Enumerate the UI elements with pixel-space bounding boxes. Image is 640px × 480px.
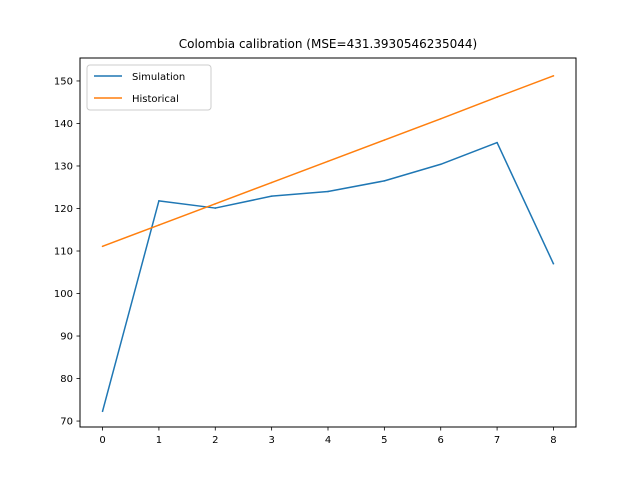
series-point-simulation: [439, 163, 442, 166]
series-point-simulation: [214, 207, 217, 209]
legend-label-simulation: Simulation: [132, 72, 185, 83]
x-tick-label: 7: [494, 435, 500, 446]
series-point-simulation: [496, 141, 498, 144]
series-point-simulation: [383, 180, 386, 182]
series-point-historical: [214, 203, 217, 205]
series-point-simulation: [101, 410, 104, 413]
x-tick-label: 0: [99, 435, 105, 446]
y-tick-label: 140: [54, 119, 73, 130]
x-tick-label: 4: [325, 435, 331, 446]
x-tick-label: 3: [268, 435, 274, 446]
y-tick-label: 80: [60, 374, 73, 385]
y-tick-label: 110: [54, 247, 73, 258]
series-point-historical: [270, 181, 273, 184]
y-tick-label: 130: [54, 161, 73, 172]
chart-title: Colombia calibration (MSE=431.3930546235…: [179, 37, 477, 51]
series-point-historical: [439, 117, 442, 120]
x-tick-label: 2: [212, 435, 218, 446]
series-point-simulation: [270, 195, 273, 197]
series-point-simulation: [552, 262, 555, 265]
series-point-historical: [158, 224, 160, 226]
x-tick-label: 8: [550, 435, 556, 446]
series-point-historical: [552, 75, 555, 77]
axes-frame: [79, 57, 577, 428]
x-tick-label: 1: [156, 435, 162, 446]
legend: Simulation Historical: [86, 64, 212, 111]
y-tick-label: 120: [54, 204, 73, 215]
x-tick-label: 5: [381, 435, 387, 446]
y-tick-label: 150: [54, 76, 73, 87]
plot-area: 0 1 2 3 4 5 6 7 8 70 80 90 100 110 120 130 140 150: [54, 75, 557, 446]
y-tick-label: 90: [60, 332, 73, 343]
legend-label-historical: Historical: [132, 94, 179, 105]
series-point-historical: [496, 96, 498, 98]
series-point-historical: [101, 245, 104, 248]
series-point-historical: [327, 160, 329, 163]
series-point-historical: [383, 139, 386, 141]
series-point-simulation: [327, 190, 329, 193]
y-tick-label: 70: [60, 417, 73, 428]
x-tick-label: 6: [438, 435, 444, 446]
series-point-simulation: [158, 200, 160, 202]
y-tick-label: 100: [54, 289, 73, 300]
